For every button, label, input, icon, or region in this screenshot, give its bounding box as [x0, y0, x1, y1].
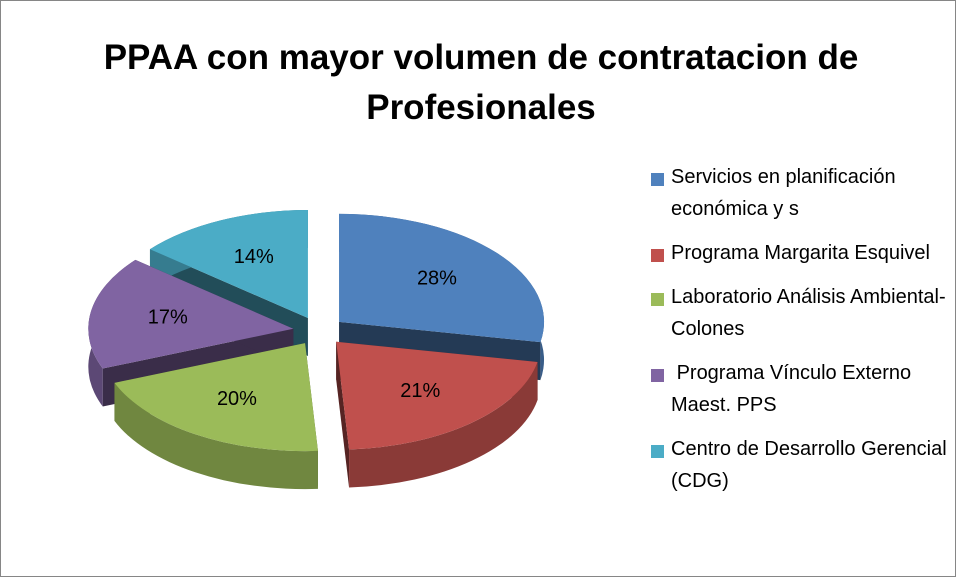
slice-top [336, 341, 538, 450]
legend-swatch [651, 369, 664, 382]
legend-label: Programa Vínculo Externo Maest. PPS [671, 362, 917, 416]
legend-item: Servicios en planificación económica y s [651, 161, 951, 225]
pie-area: 14% 28% 17% 21% 20% [88, 210, 545, 490]
legend-swatch [651, 445, 664, 458]
slice-side-wall [336, 341, 350, 488]
legend-label: Laboratorio Análisis Ambiental-Colones [671, 286, 946, 340]
slice-top [339, 213, 545, 343]
slice-outer-wall [114, 382, 318, 490]
chart-title: PPAA con mayor volumen de contratacion d… [103, 38, 859, 127]
slice: 20% [114, 343, 318, 490]
data-label: 21% [400, 380, 440, 402]
slice-outer-wall [349, 361, 538, 488]
legend-item: Programa Vínculo Externo Maest. PPS [651, 357, 951, 421]
data-label: 28% [417, 267, 457, 289]
data-label: 17% [148, 307, 188, 329]
legend-label: Programa Margarita Esquivel [671, 242, 930, 264]
legend-swatch [651, 249, 664, 262]
legend-item: Programa Margarita Esquivel [651, 237, 951, 269]
legend-label: Servicios en planificación económica y s [671, 166, 902, 220]
slice: 21% [336, 341, 538, 488]
data-label: 20% [217, 388, 257, 410]
slice-top [88, 259, 294, 369]
legend-item: Laboratorio Análisis Ambiental-Colones [651, 281, 951, 345]
legend-label: Centro de Desarrollo Gerencial (CDG) [671, 438, 953, 492]
legend-swatch [651, 173, 664, 186]
data-label: 14% [234, 246, 274, 268]
slice-top [114, 343, 318, 452]
legend-item: Centro de Desarrollo Gerencial (CDG) [651, 433, 951, 497]
slice-top [149, 210, 308, 319]
legend: Servicios en planificación económica y s… [651, 161, 951, 509]
legend-swatch [651, 293, 664, 306]
